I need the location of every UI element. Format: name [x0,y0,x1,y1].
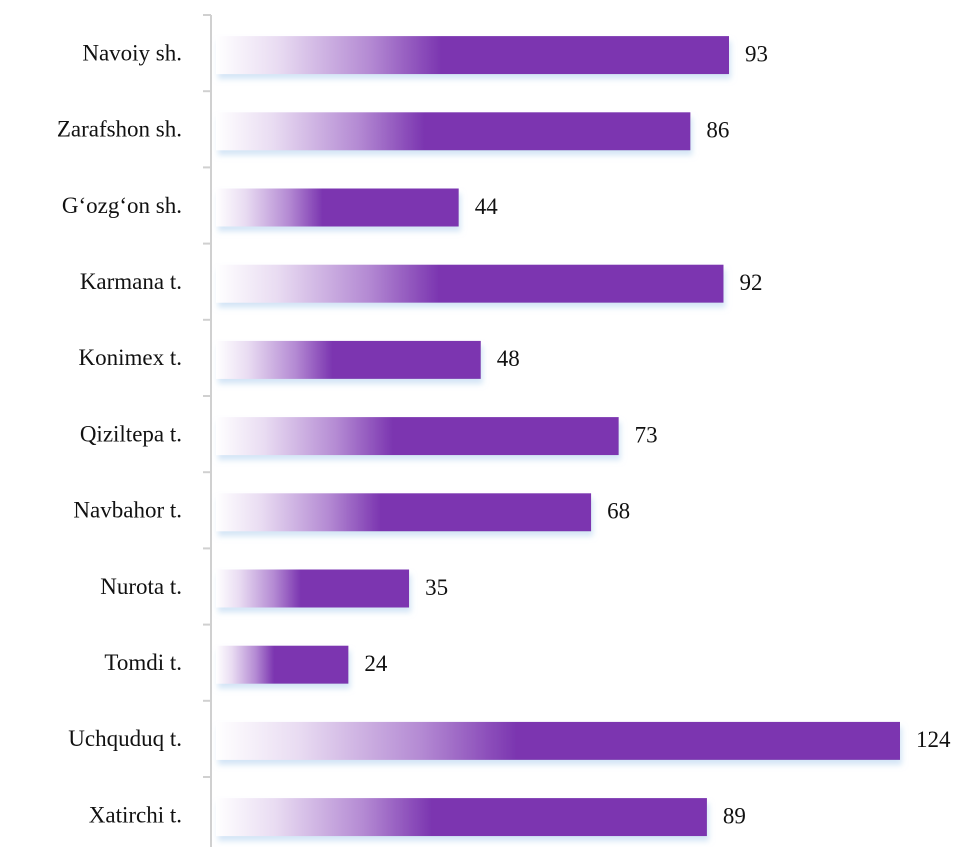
value-label: 73 [635,422,658,447]
bar [216,569,410,608]
value-label: 92 [739,270,762,295]
value-label: 35 [425,575,448,600]
value-label: 124 [916,727,951,752]
bar [216,264,724,303]
value-label: 48 [497,346,520,371]
y-tick-label: Qiziltepa t. [80,421,182,446]
y-tick-label: Konimex t. [79,345,183,370]
value-label: 68 [607,499,630,524]
value-label: 89 [723,803,746,828]
bar [216,36,729,75]
bar [216,112,691,151]
y-tick-label: Navoiy sh. [82,40,182,65]
value-label: 86 [706,118,729,143]
y-tick-label: Zarafshon sh. [57,117,182,142]
bar [216,493,592,532]
bar [216,798,707,837]
y-tick-label: Nurota t. [100,574,182,599]
bar [216,340,481,379]
y-tick-label: Tomdi t. [104,650,182,675]
value-label: 93 [745,41,768,66]
value-label: 44 [475,194,499,219]
value-label: 24 [364,651,388,676]
bar [216,645,349,684]
y-tick-label: Navbahor t. [73,498,182,523]
bar [216,721,900,760]
y-tick-label: Xatirchi t. [89,802,182,827]
y-tick-label: Uchquduq t. [68,726,182,751]
bar [216,188,459,227]
y-tick-label: Karmana t. [80,269,182,294]
y-tick-label: G‘ozg‘on sh. [62,193,182,218]
bar [216,417,619,456]
